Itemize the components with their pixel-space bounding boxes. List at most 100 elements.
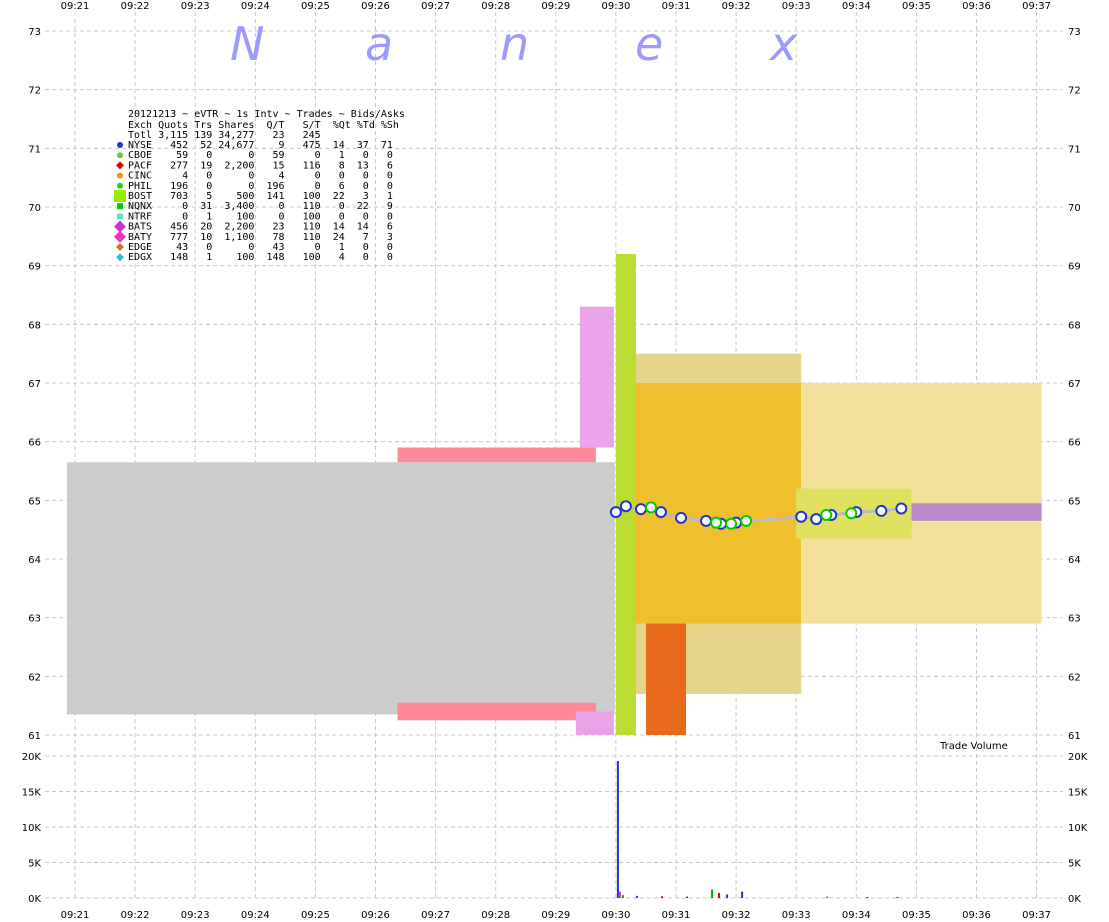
x-tick-bottom: 09:30 — [601, 910, 630, 921]
legend-marker — [114, 230, 126, 243]
legend-row: PACF 277 19 2,200 15 116 8 13 6 — [128, 160, 393, 171]
trade-point — [700, 514, 713, 527]
x-tick-bottom: 09:34 — [842, 910, 871, 921]
y-tick-right: 64 — [1068, 555, 1081, 566]
volume-bar — [896, 896, 899, 898]
y-tick-right: 62 — [1068, 672, 1081, 683]
watermark-letter: n — [500, 17, 529, 71]
legend-row: NTRF 0 1 100 0 100 0 0 0 — [128, 211, 393, 222]
legend-title: 20121213 ~ eVTR ~ 1s Intv ~ Trades ~ Bid… — [128, 109, 405, 120]
trade-point — [810, 513, 823, 526]
volume-bar — [621, 895, 624, 898]
trade-point — [675, 511, 688, 524]
trade-point — [609, 506, 622, 519]
volume-y-tick-left: 15K — [22, 788, 42, 799]
x-tick-bottom: 09:25 — [301, 910, 330, 921]
volume-y-tick-right: 15K — [1068, 788, 1088, 799]
legend-row: CINC 4 0 0 4 0 0 0 0 — [128, 171, 393, 182]
volume-y-tick-right: 5K — [1068, 859, 1081, 870]
y-tick-right: 68 — [1068, 320, 1081, 331]
volume-y-tick-right: 10K — [1068, 823, 1088, 834]
quote-bands — [66, 253, 1042, 735]
watermark-letter: a — [365, 17, 393, 71]
quote-band — [645, 623, 687, 735]
legend-total: Totl 3,115 139 34,277 23 245 — [128, 130, 321, 141]
volume-bar — [711, 889, 714, 898]
x-tick-top: 09:36 — [962, 1, 991, 12]
y-tick-left: 65 — [28, 496, 41, 507]
y-tick-right: 67 — [1068, 379, 1081, 390]
y-tick-left: 62 — [28, 672, 41, 683]
volume-y-tick-left: 0K — [28, 894, 41, 905]
trade-point — [654, 506, 667, 519]
y-tick-right: 70 — [1068, 203, 1081, 214]
legend-row: NQNX 0 31 3,400 0 110 0 22 9 — [128, 201, 393, 212]
legend-marker — [117, 203, 123, 210]
volume-bar — [726, 894, 729, 898]
legend-marker — [114, 190, 126, 202]
trade-point — [619, 500, 632, 513]
x-tick-top: 09:28 — [481, 1, 510, 12]
x-tick-bottom: 09:24 — [241, 910, 270, 921]
legend-marker — [117, 142, 123, 148]
volume-bar — [635, 895, 638, 898]
x-tick-bottom: 09:26 — [361, 910, 390, 921]
volume-bars — [616, 760, 899, 898]
x-tick-top: 09:31 — [662, 1, 691, 12]
legend-row: NYSE 452 52 24,677 9 475 14 37 71 — [128, 140, 393, 151]
quote-band — [625, 353, 802, 383]
trade-point — [634, 503, 647, 516]
volume-bar — [826, 896, 829, 898]
quote-band — [397, 702, 596, 721]
trade-point — [895, 502, 908, 515]
volume-bar — [616, 760, 619, 898]
y-tick-left: 68 — [28, 320, 41, 331]
y-tick-right: 63 — [1068, 614, 1081, 625]
y-tick-left: 66 — [28, 438, 41, 449]
trade-point — [710, 516, 723, 529]
trade-point — [740, 514, 753, 527]
x-tick-top: 09:23 — [181, 1, 210, 12]
volume-bar — [866, 896, 869, 898]
volume-y-tick-left: 5K — [28, 859, 41, 870]
trade-markers — [609, 500, 908, 530]
legend-marker — [114, 220, 126, 233]
trade-point — [875, 504, 888, 517]
y-tick-right: 66 — [1068, 438, 1081, 449]
x-tick-top: 09:26 — [361, 1, 390, 12]
trade-point — [820, 509, 833, 521]
x-tick-top: 09:33 — [782, 1, 811, 12]
volume-y-tick-left: 10K — [22, 823, 42, 834]
x-tick-bottom: 09:37 — [1022, 910, 1051, 921]
watermark-letter: x — [768, 17, 798, 71]
y-tick-left: 73 — [28, 27, 41, 38]
y-tick-left: 63 — [28, 614, 41, 625]
quote-band — [579, 306, 614, 448]
legend-marker — [117, 172, 123, 179]
legend-row: PHIL 196 0 0 196 0 6 0 0 — [128, 181, 393, 192]
y-tick-right: 73 — [1068, 27, 1081, 38]
x-tick-bottom: 09:29 — [541, 910, 570, 921]
x-tick-top: 09:27 — [421, 1, 450, 12]
x-tick-bottom: 09:32 — [722, 910, 751, 921]
y-tick-right: 72 — [1068, 86, 1081, 97]
watermark-letter: e — [635, 17, 663, 71]
x-tick-bottom: 09:36 — [962, 910, 991, 921]
y-tick-left: 70 — [28, 203, 41, 214]
x-tick-bottom: 09:27 — [421, 910, 450, 921]
legend-marker — [117, 213, 123, 220]
x-tick-top: 09:25 — [301, 1, 330, 12]
volume-bar — [718, 893, 721, 898]
quote-band — [615, 253, 636, 735]
watermark-letter: N — [230, 17, 264, 71]
y-tick-left: 64 — [28, 555, 41, 566]
x-tick-bottom: 09:28 — [481, 910, 510, 921]
legend-row: CBOE 59 0 0 59 0 1 0 0 — [128, 150, 393, 161]
trade-point — [644, 501, 657, 514]
x-tick-bottom: 09:21 — [61, 910, 90, 921]
x-tick-top: 09:29 — [541, 1, 570, 12]
volume-title: Trade Volume — [939, 741, 1008, 752]
x-tick-top: 09:30 — [601, 1, 630, 12]
